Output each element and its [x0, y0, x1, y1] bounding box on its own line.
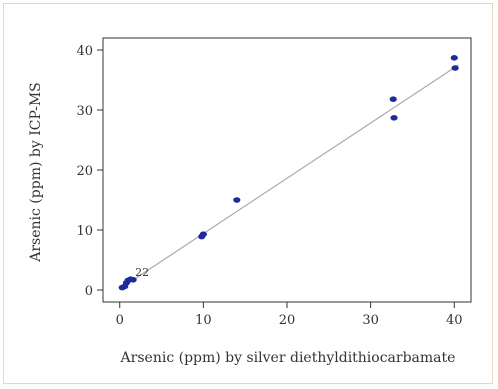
data-point-0-10	[390, 115, 398, 121]
x-tick-label-1: 10	[195, 313, 212, 328]
points-group	[118, 55, 459, 291]
data-point-0-5	[129, 277, 137, 283]
data-point-0-9	[389, 96, 397, 102]
y-axis-title: Arsenic (ppm) by ICP-MS	[28, 82, 44, 263]
annotation-0: 22	[135, 266, 149, 279]
fit-line-group	[119, 64, 459, 290]
plot-border	[102, 37, 472, 303]
y-tick-label-2: 20	[76, 164, 93, 179]
fit-line	[119, 64, 459, 290]
x-tick-label-3: 30	[362, 313, 379, 328]
x-tick-label-2: 20	[279, 313, 296, 328]
x-tick-label-0: 0	[116, 313, 124, 328]
chart-frame	[3, 3, 493, 384]
data-point-0-8	[233, 197, 241, 203]
annotations-group: 22	[135, 266, 149, 279]
y-tick-label-0: 0	[85, 284, 93, 299]
y-tick-label-1: 10	[76, 224, 93, 239]
x-axis-title: Arsenic (ppm) by silver diethyldithiocar…	[120, 350, 456, 366]
y-tick-label-4: 40	[76, 44, 93, 59]
data-point-0-12	[451, 65, 459, 71]
x-tick-label-4: 40	[446, 313, 463, 328]
y-tick-label-3: 30	[76, 104, 93, 119]
data-point-0-7	[199, 231, 207, 237]
axes: 0 10 20 30 40 0 10 20 30 40	[76, 37, 472, 328]
data-point-0-11	[450, 55, 458, 61]
